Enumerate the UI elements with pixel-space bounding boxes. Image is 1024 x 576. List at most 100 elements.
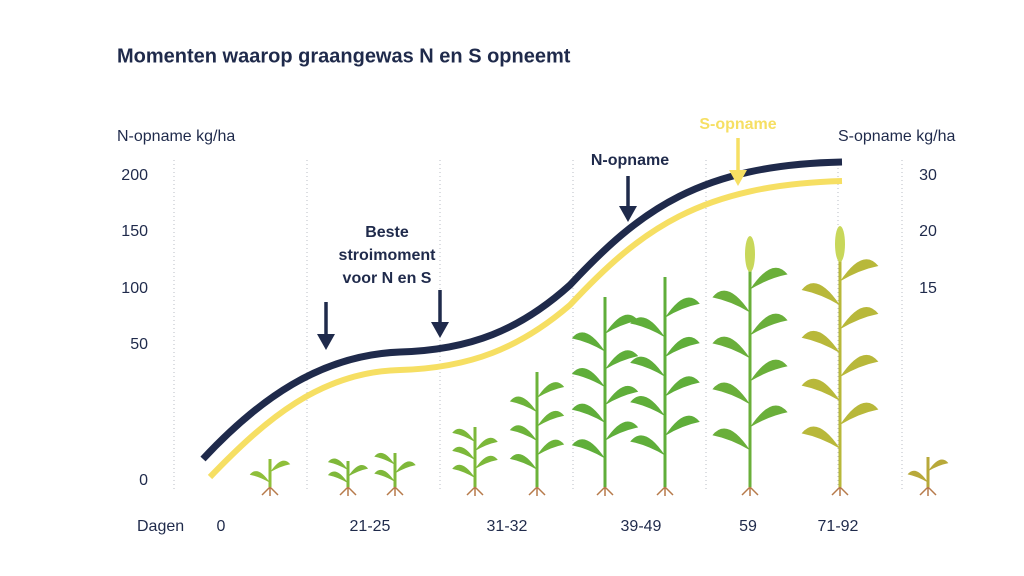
plant-leaf [374,469,395,482]
plant-root [831,486,849,496]
y-tick-label: 150 [121,223,148,240]
plant-leaf [571,332,605,352]
plant-ear [745,236,755,272]
x-tick-label: 71-92 [818,518,859,535]
plant-leaf [665,376,700,397]
plant-leaf [452,464,475,478]
chart-title: Momenten waarop graangewas N en S opneem… [117,45,571,67]
plant-leaf [537,382,565,398]
y-tick-label: 100 [121,280,148,297]
plant-leaf [537,410,565,427]
plant-leaf [630,317,665,338]
plant-leaf [750,267,788,290]
plant-leaf [475,437,498,451]
y-axis-label: N-opname kg/ha [117,128,235,145]
y2-axis-label: S-opname kg/ha [838,128,956,145]
plant-root [656,486,674,496]
legend-label: S-opname [699,116,776,133]
plant-leaf [840,354,879,378]
plant-root [339,486,357,496]
plant-leaf [571,368,605,388]
plant-root [466,486,484,496]
plant-leaf [452,446,475,460]
plant-leaf [630,435,665,456]
plant-leaf [712,428,750,451]
y-tick-label: 50 [130,336,148,353]
plant-leaf [571,439,605,459]
arrow-head [619,206,637,222]
x-tick-label: 0 [217,518,226,535]
plant-root [596,486,614,496]
plant-leaf [605,421,639,441]
y2-tick-label: 20 [919,223,937,240]
plant-leaf [452,428,475,442]
plant-ear [835,226,845,262]
arrow-head [729,170,747,186]
plant-leaf [665,415,700,436]
plant-root [261,486,279,496]
plant-leaf [327,458,348,471]
plant-root [919,486,937,496]
plant-leaf [605,385,639,406]
plant-leaf [712,382,750,405]
plant-leaf [840,307,879,330]
plant-leaf [605,350,639,370]
y-tick-label: 200 [121,167,148,184]
arrow-head [317,334,335,350]
annotation: voor N en S [343,270,432,287]
plant-root [741,486,759,496]
plant-leaf [801,330,840,354]
y2-tick-label: 15 [919,280,937,297]
plant-leaf [907,470,928,483]
plants [249,226,949,496]
annotation: stroimoment [339,247,437,264]
plant-leaf [509,454,537,470]
plant-leaf [750,313,788,336]
plant-leaf [801,283,840,306]
x-tick-label: 21-25 [350,518,391,535]
plant-leaf [665,336,700,358]
arrows [317,138,747,350]
plant-leaf [395,461,416,474]
plant-leaf [630,356,665,377]
plant-leaf [475,455,498,469]
grid [173,160,903,492]
plant-leaf [928,459,949,472]
x-axis-label: Dagen [137,518,184,535]
plant-leaf [571,403,605,423]
arrow-head [431,322,449,338]
plant-leaf [537,439,565,456]
y-tick-label: 0 [139,472,148,489]
legend-label: N-opname [591,152,669,169]
plant-leaf [630,395,665,417]
y2-tick-label: 30 [919,167,937,184]
plant-leaf [801,426,840,449]
plant-leaf [840,259,879,282]
plant-leaf [509,396,537,413]
x-tick-label: 59 [739,518,757,535]
plant-leaf [327,471,348,484]
plant-leaf [712,290,750,313]
plant-leaf [840,402,879,425]
plant-leaf [605,314,639,334]
plant-leaf [712,336,750,359]
x-tick-label: 39-49 [621,518,662,535]
plant-leaf [270,460,291,473]
plant-root [528,486,546,496]
plant-leaf [750,405,788,428]
n-curve [200,158,843,462]
plant-leaf [801,378,840,401]
plant-leaf [249,471,270,483]
plant-root [386,486,404,496]
plant-leaf [665,297,700,318]
plant-leaf [750,359,788,382]
s-curve [207,178,843,480]
x-tick-label: 31-32 [487,518,528,535]
plant-leaf [374,452,395,465]
plant-leaf [509,425,537,441]
plant-leaf [348,464,369,477]
annotation: Beste [365,224,409,241]
